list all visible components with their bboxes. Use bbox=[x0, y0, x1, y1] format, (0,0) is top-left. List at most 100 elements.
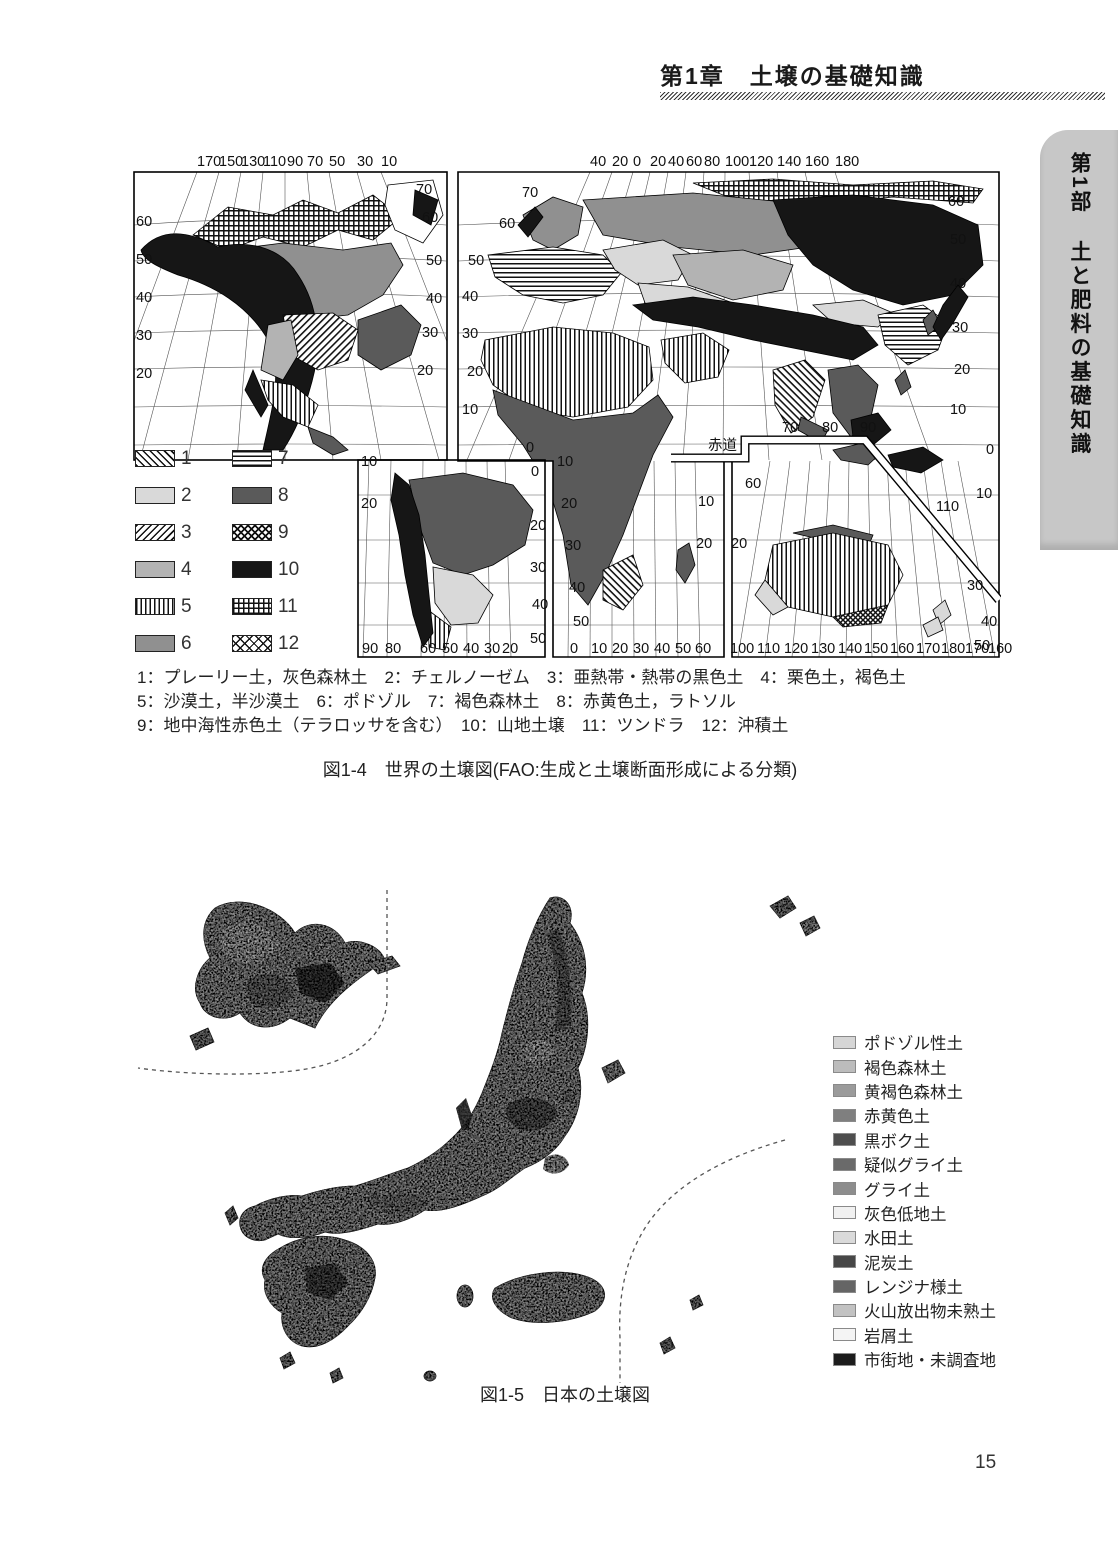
map-axis-label: 40 bbox=[426, 291, 443, 307]
map-axis-label: 80 bbox=[822, 420, 839, 436]
map-axis-label: 140 bbox=[777, 154, 802, 170]
japan-islands bbox=[189, 895, 821, 1384]
map-axis-label: 180 bbox=[835, 154, 860, 170]
japan-soil-label: 疑似グライ土 bbox=[864, 1157, 963, 1176]
page-number: 15 bbox=[975, 1452, 997, 1473]
map-axis-label: 50 bbox=[426, 253, 443, 269]
soil-description-line: 5：沙漠土，半沙漠土 6：ポドゾル 7：褐色森林土 8：赤黄色土，ラトソル bbox=[137, 692, 736, 711]
map-axis-label: 30 bbox=[422, 325, 439, 341]
map-axis-label: 20 bbox=[361, 496, 378, 512]
map-axis-label: 50 bbox=[974, 638, 991, 654]
map-axis-label: 40 bbox=[668, 154, 685, 170]
map-axis-label: 20 bbox=[731, 536, 748, 552]
map-axis-label: 0 bbox=[531, 464, 540, 480]
japan-soil-swatch bbox=[833, 1060, 856, 1074]
map-axis-label: 20 bbox=[650, 154, 667, 170]
map-axis-label: 30 bbox=[357, 154, 374, 170]
soil-pattern-number: 3 bbox=[181, 521, 192, 543]
map-axis-label: 60 bbox=[948, 194, 965, 210]
soil-pattern-swatch bbox=[135, 487, 175, 504]
landmass-north-america bbox=[140, 179, 444, 456]
map-axis-label: 0 bbox=[986, 442, 995, 458]
map-axis-label: 110 bbox=[936, 499, 960, 515]
japan-legend-row: ポドゾル性土 bbox=[833, 1030, 996, 1054]
world-legend-row: 6 bbox=[135, 625, 232, 662]
map-axis-label: 120 bbox=[784, 641, 809, 657]
map-axis-label: 120 bbox=[749, 154, 774, 170]
soil-pattern-number: 8 bbox=[278, 484, 289, 506]
map-axis-label: 160 bbox=[890, 641, 915, 657]
world-legend-row: 7 bbox=[232, 440, 329, 477]
japan-soil-label: グライ土 bbox=[864, 1181, 930, 1200]
soil-pattern-swatch bbox=[135, 524, 175, 541]
japan-soil-label: 市街地・未調査地 bbox=[864, 1352, 996, 1371]
map-axis-label: 10 bbox=[976, 486, 993, 502]
japan-soil-label: 灰色低地土 bbox=[864, 1205, 947, 1224]
japan-soil-label: レンジナ様土 bbox=[864, 1279, 963, 1298]
soil-description-line: 9：地中海性赤色土（テラロッサを含む） 10：山地土壌 11：ツンドラ 12：沖… bbox=[137, 716, 789, 735]
map-axis-label: 40 bbox=[136, 290, 153, 306]
japan-soil-label: 水田土 bbox=[864, 1230, 914, 1249]
soil-pattern-number: 2 bbox=[181, 484, 192, 506]
map-axis-label: 160 bbox=[988, 641, 1013, 657]
map-axis-label: 30 bbox=[136, 328, 153, 344]
world-legend-row: 1 bbox=[135, 440, 232, 477]
map-axis-label: 60 bbox=[745, 476, 762, 492]
japan-soil-swatch bbox=[833, 1157, 856, 1171]
japan-map-legend: ポドゾル性土 褐色森林土 黄褐色森林土 赤黄色土 黒ボク土 疑似グライ土 グライ… bbox=[833, 1030, 996, 1371]
world-soil-map: 170 150 130 110 90 70 50 30 10 40 20 0 20 40 60 80 100 12… bbox=[133, 154, 1012, 665]
soil-pattern-swatch bbox=[135, 561, 175, 578]
map-axis-label: 80 bbox=[385, 641, 402, 657]
map-axis-label: 40 bbox=[654, 641, 671, 657]
japan-soil-label: ポドゾル性土 bbox=[864, 1035, 963, 1054]
soil-type-descriptions: 1：プレーリー土，灰色森林土 2：チェルノーゼム 3：亜熱帯・熱帯の黒色土 4：… bbox=[137, 666, 997, 738]
japan-soil-swatch bbox=[833, 1255, 856, 1269]
world-legend-row: 5 bbox=[135, 588, 232, 625]
japan-soil-swatch bbox=[833, 1035, 856, 1049]
map-axis-label: 60 bbox=[136, 214, 153, 230]
soil-pattern-swatch bbox=[232, 487, 272, 504]
world-legend-row: 4 bbox=[135, 551, 232, 588]
soil-pattern-number: 9 bbox=[278, 521, 289, 543]
map-axis-label: 110 bbox=[263, 154, 287, 170]
chapter-divider-hatch bbox=[660, 92, 1105, 100]
japan-soil-map bbox=[130, 868, 830, 1398]
part-title: 土と肥料の基礎知識 bbox=[1068, 240, 1091, 457]
japan-soil-swatch bbox=[833, 1084, 856, 1098]
japan-soil-label: 褐色森林土 bbox=[864, 1059, 947, 1078]
world-legend-row: 9 bbox=[232, 514, 329, 551]
soil-pattern-swatch bbox=[232, 635, 272, 652]
map-axis-label: 30 bbox=[484, 641, 501, 657]
soil-pattern-swatch bbox=[232, 598, 272, 615]
soil-description-line: 1：プレーリー土，灰色森林土 2：チェルノーゼム 3：亜熱帯・熱帯の黒色土 4：… bbox=[137, 668, 906, 687]
japan-soil-swatch bbox=[833, 1303, 856, 1317]
map-axis-label: 50 bbox=[329, 154, 346, 170]
soil-pattern-swatch bbox=[135, 450, 175, 467]
map-axis-label: 0 bbox=[570, 641, 579, 657]
map-axis-label: 30 bbox=[952, 320, 969, 336]
map-axis-label: 40 bbox=[569, 580, 586, 596]
japan-legend-row: グライ土 bbox=[833, 1176, 996, 1200]
japan-soil-map-svg bbox=[137, 890, 821, 1384]
map-axis-label: 40 bbox=[463, 641, 480, 657]
map-axis-label: 40 bbox=[532, 597, 549, 613]
chapter-title: 第1章 土壌の基礎知識 bbox=[660, 63, 925, 89]
japan-soil-label: 岩屑土 bbox=[864, 1327, 914, 1346]
japan-legend-row: 岩屑土 bbox=[833, 1323, 996, 1347]
map-axis-label: 30 bbox=[530, 560, 547, 576]
map-axis-label: 40 bbox=[590, 154, 607, 170]
map-axis-label: 50 bbox=[442, 641, 459, 657]
map-axis-label: 50 bbox=[468, 253, 485, 269]
soil-pattern-swatch bbox=[135, 598, 175, 615]
figure-1-4-caption: 図1-4 世界の土壌図(FAO:生成と土壌断面形成による分類) bbox=[322, 760, 798, 780]
landmass-eurasia-africa-australia bbox=[480, 178, 984, 638]
japan-legend-row: 黒ボク土 bbox=[833, 1128, 996, 1152]
map-axis-label: 30 bbox=[462, 326, 479, 342]
soil-pattern-swatch bbox=[232, 561, 272, 578]
map-axis-label: 150 bbox=[864, 641, 889, 657]
map-axis-label: 20 bbox=[530, 518, 547, 534]
japan-legend-row: 黄褐色森林土 bbox=[833, 1079, 996, 1103]
japan-legend-row: 市街地・未調査地 bbox=[833, 1347, 996, 1371]
part-side-tab: 第1部土と肥料の基礎知識 bbox=[1040, 130, 1118, 550]
japan-soil-swatch bbox=[833, 1328, 856, 1342]
